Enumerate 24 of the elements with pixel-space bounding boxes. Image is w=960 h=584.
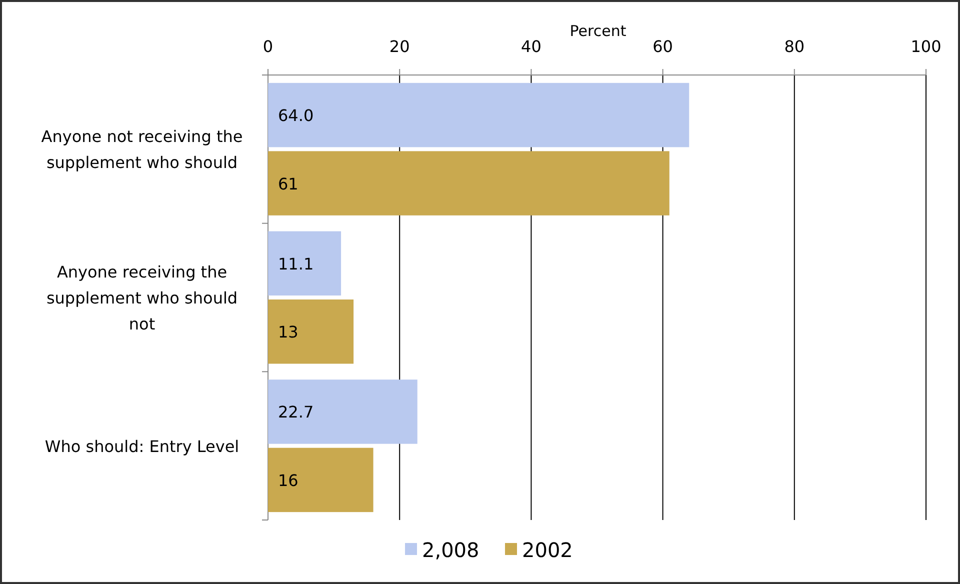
- bar: [268, 380, 418, 444]
- y-tick-label: Anyone not receiving the supplement who should: [41, 127, 243, 172]
- legend-label: 2002: [522, 538, 573, 562]
- y-tick-label: Who should: Entry Level: [44, 436, 240, 456]
- bar: [268, 231, 342, 296]
- data-label: 13: [278, 322, 298, 342]
- x-tick-label: 40: [521, 37, 542, 56]
- x-tick-label: 0: [262, 37, 274, 56]
- bar: [268, 300, 354, 364]
- x-axis-title: Percent: [570, 22, 626, 40]
- data-label: 11.1: [278, 254, 314, 274]
- y-tick-label: Anyone receiving the supplement who should not: [46, 262, 238, 334]
- data-label: 22.7: [278, 402, 314, 422]
- x-tick-label: 100: [910, 37, 942, 56]
- legend-label: 2,008: [422, 538, 480, 562]
- data-label: 61: [278, 174, 298, 194]
- bar: [268, 82, 690, 148]
- data-label: 64.0: [278, 106, 314, 126]
- bar: [268, 448, 374, 512]
- x-tick-label: 20: [389, 37, 410, 56]
- bar: [268, 151, 670, 216]
- x-tick-label: 60: [652, 37, 673, 56]
- x-tick-label: 80: [784, 37, 805, 56]
- data-label: 16: [278, 470, 298, 490]
